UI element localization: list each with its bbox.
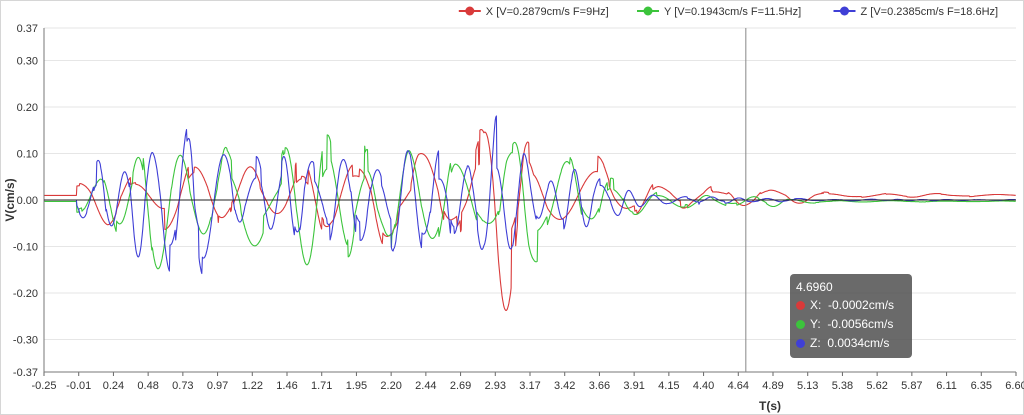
x-tick-label: 0.73 xyxy=(172,380,193,392)
y-tick-label: 0.37 xyxy=(17,23,38,35)
x-tick-label: 2.93 xyxy=(485,380,506,392)
x-tick-label: 5.87 xyxy=(901,380,922,392)
y-tick-label: 0.10 xyxy=(17,149,38,161)
legend-dot-icon xyxy=(643,6,653,16)
x-tick-label: 6.60 xyxy=(1005,380,1024,392)
x-tick-label: 3.91 xyxy=(623,380,644,392)
series-x-dot-icon xyxy=(796,301,805,310)
tooltip-title: 4.6960 xyxy=(796,280,833,294)
tooltip-row-y: Y: -0.0056cm/s xyxy=(796,315,906,334)
series-z-dot-icon xyxy=(796,339,805,348)
x-tick-label: 2.69 xyxy=(450,380,471,392)
legend-item[interactable]: X [V=0.2879cm/s F=9Hz] xyxy=(458,6,609,18)
x-tick-label: 6.11 xyxy=(936,380,957,392)
x-tick-label: 6.35 xyxy=(971,380,992,392)
legend-label: Z [V=0.2385cm/s F=18.6Hz] xyxy=(861,6,999,18)
y-tick-label: 0.20 xyxy=(17,102,38,114)
legend-label: X [V=0.2879cm/s F=9Hz] xyxy=(486,6,609,18)
x-tick-label: -0.01 xyxy=(66,380,91,392)
x-tick-label: 5.62 xyxy=(866,380,887,392)
x-axis-title: T(s) xyxy=(759,399,781,413)
series-group xyxy=(44,115,1016,312)
x-tick-label: 4.40 xyxy=(693,380,714,392)
x-tick-label: 3.42 xyxy=(554,380,575,392)
x-tick-label: 1.71 xyxy=(311,380,332,392)
legend-label: Y [V=0.1943cm/s F=11.5Hz] xyxy=(664,6,801,18)
x-tick-label: 0.97 xyxy=(207,380,228,392)
x-tick-label: 5.38 xyxy=(832,380,853,392)
x-tick-label: 0.24 xyxy=(103,380,124,392)
y-tick-label: -0.20 xyxy=(13,288,38,300)
legend-item[interactable]: Z [V=0.2385cm/s F=18.6Hz] xyxy=(833,6,999,18)
x-tick-label: 3.17 xyxy=(519,380,540,392)
x-tick-label: 0.48 xyxy=(137,380,158,392)
tooltip-row-z: Z: 0.0034cm/s xyxy=(796,334,906,353)
tooltip-label-z: Z: xyxy=(810,336,821,350)
x-tick-label: 5.13 xyxy=(797,380,818,392)
x-tick-label: 4.64 xyxy=(728,380,749,392)
y-tick-label: 0.30 xyxy=(17,56,38,68)
x-tick-label: 1.95 xyxy=(346,380,367,392)
series-line xyxy=(44,128,1016,312)
x-tick-label: 1.46 xyxy=(276,380,297,392)
series-line xyxy=(44,134,1016,270)
tooltip-label-x: X: xyxy=(810,298,822,312)
legend[interactable]: X [V=0.2879cm/s F=9Hz] Y [V=0.1943cm/s F=… xyxy=(458,6,999,18)
legend-dot-icon xyxy=(465,6,475,16)
axes-group: 0.37 0.30 0.20 0.10 0.00 -0.10 -0.20 -0.30 -0.37… xyxy=(13,23,1024,392)
series-line xyxy=(44,115,1016,275)
x-tick-label: 3.66 xyxy=(589,380,610,392)
x-tick-label: 4.15 xyxy=(658,380,679,392)
series-y-dot-icon xyxy=(796,320,805,329)
x-tick-label: 4.89 xyxy=(762,380,783,392)
x-tick-label: 1.22 xyxy=(242,380,263,392)
tooltip-value-z: 0.0034cm/s xyxy=(827,336,890,350)
tooltip-value-y: -0.0056cm/s xyxy=(827,317,894,331)
x-tick-label: 2.44 xyxy=(415,380,436,392)
y-tick-label: -0.30 xyxy=(13,334,38,346)
x-tick-label: -0.25 xyxy=(31,380,56,392)
tooltip-row-x: X: -0.0002cm/s xyxy=(796,296,906,315)
tooltip-label-y: Y: xyxy=(810,317,821,331)
y-tick-label: 0.00 xyxy=(17,195,38,207)
y-axis-title: V(cm/s) xyxy=(3,178,17,221)
y-tick-label: -0.10 xyxy=(13,241,38,253)
data-tooltip: 4.6960 X: -0.0002cm/s Y: -0.0056cm/s Z: … xyxy=(790,274,912,358)
legend-dot-icon xyxy=(840,6,849,16)
tooltip-value-x: -0.0002cm/s xyxy=(828,298,895,312)
legend-item[interactable]: Y [V=0.1943cm/s F=11.5Hz] xyxy=(637,6,801,18)
x-tick-label: 2.20 xyxy=(380,380,401,392)
y-tick-label: -0.37 xyxy=(13,367,38,379)
